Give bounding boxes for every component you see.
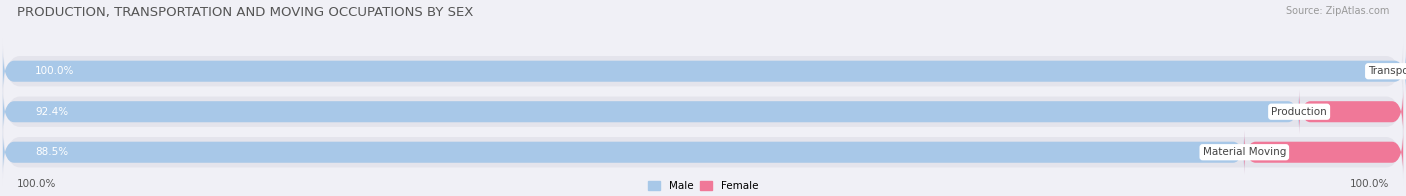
Text: 100.0%: 100.0% xyxy=(1350,179,1389,189)
FancyBboxPatch shape xyxy=(3,90,1299,134)
FancyBboxPatch shape xyxy=(3,78,1403,145)
Text: Material Moving: Material Moving xyxy=(1202,147,1286,157)
FancyBboxPatch shape xyxy=(1244,130,1403,174)
FancyBboxPatch shape xyxy=(3,119,1403,186)
Text: 100.0%: 100.0% xyxy=(35,66,75,76)
Text: Transportation: Transportation xyxy=(1368,66,1406,76)
FancyBboxPatch shape xyxy=(3,49,1406,93)
FancyBboxPatch shape xyxy=(3,130,1244,174)
Text: PRODUCTION, TRANSPORTATION AND MOVING OCCUPATIONS BY SEX: PRODUCTION, TRANSPORTATION AND MOVING OC… xyxy=(17,6,474,19)
Text: 92.4%: 92.4% xyxy=(35,107,69,117)
Text: Source: ZipAtlas.com: Source: ZipAtlas.com xyxy=(1285,6,1389,16)
FancyBboxPatch shape xyxy=(3,38,1403,105)
Legend: Male, Female: Male, Female xyxy=(648,181,758,191)
FancyBboxPatch shape xyxy=(1299,90,1403,134)
Text: Production: Production xyxy=(1271,107,1327,117)
Text: 88.5%: 88.5% xyxy=(35,147,69,157)
Text: 100.0%: 100.0% xyxy=(17,179,56,189)
